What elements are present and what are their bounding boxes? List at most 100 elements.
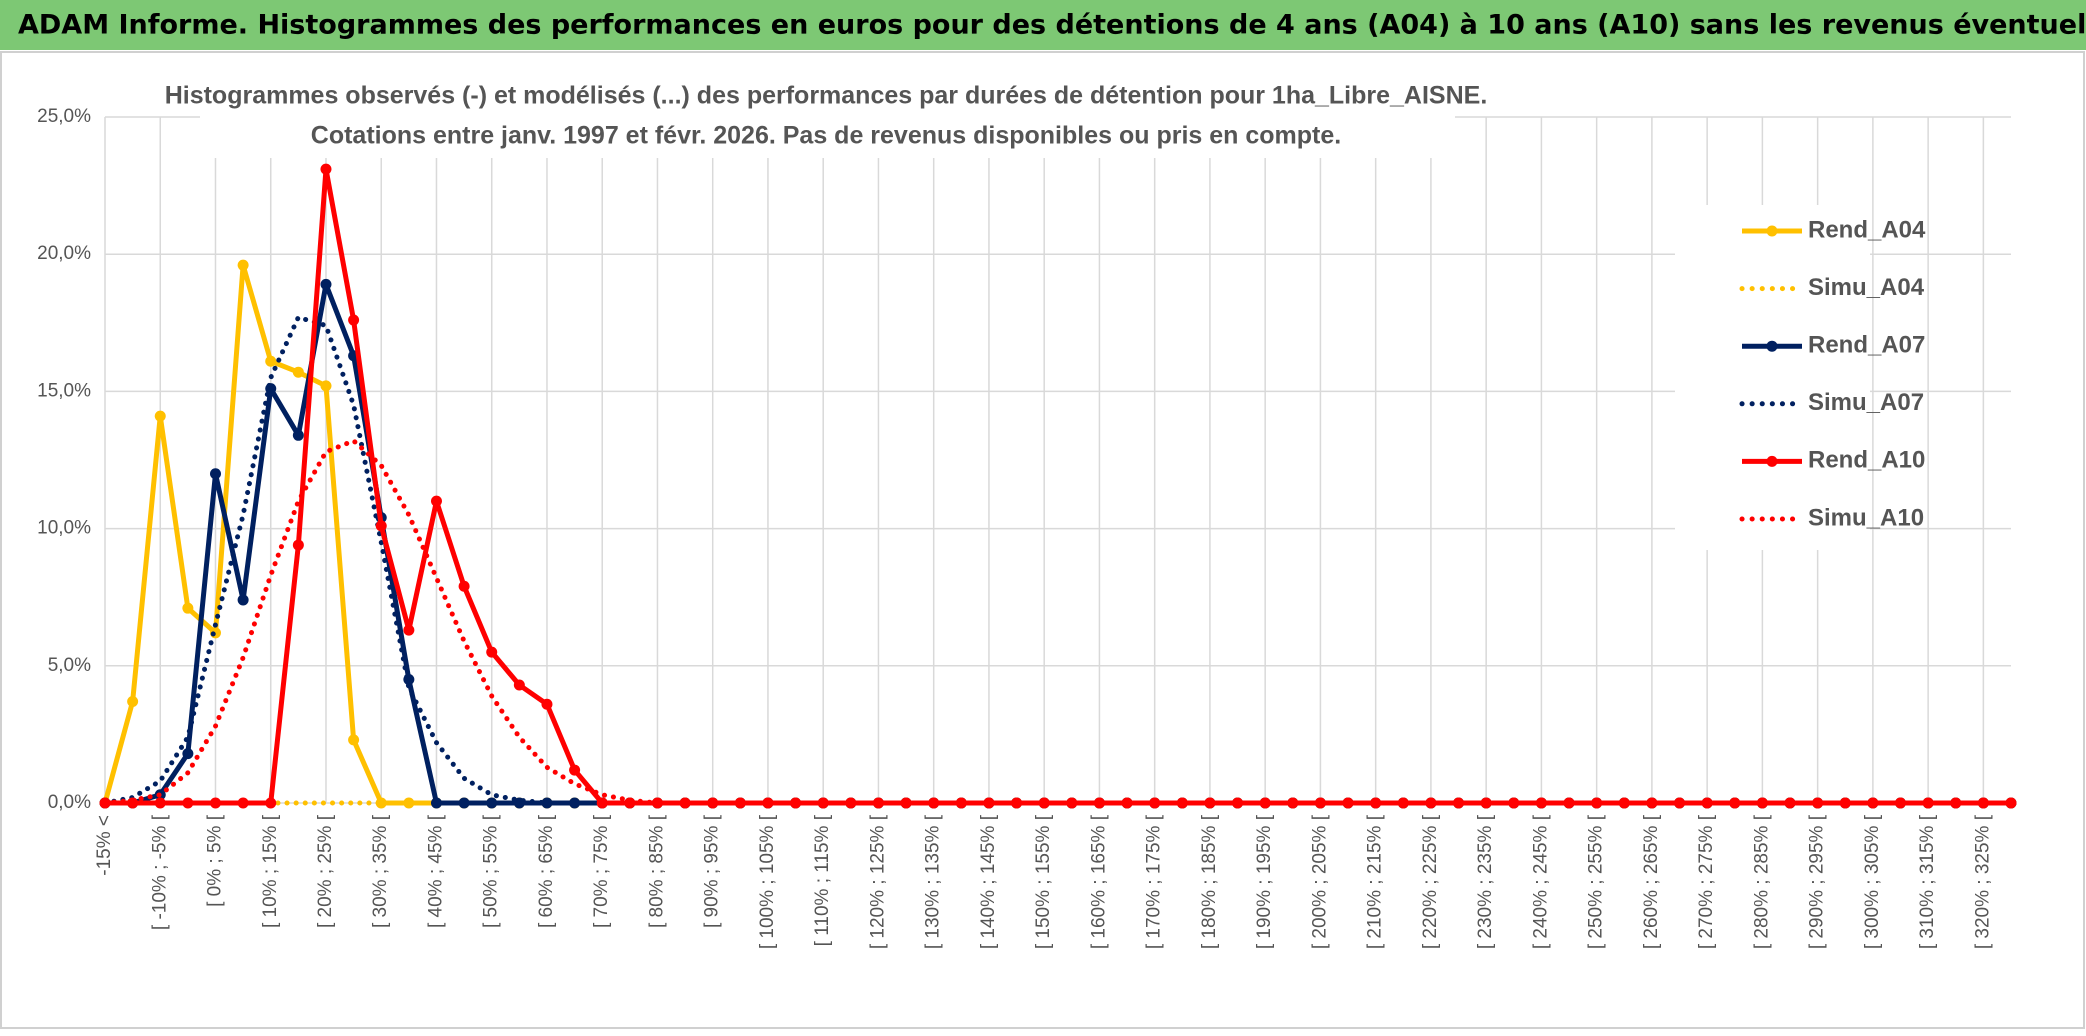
data-point xyxy=(2005,797,2017,809)
legend-marker xyxy=(1766,340,1778,352)
legend-label: Simu_A10 xyxy=(1808,504,1924,531)
data-point xyxy=(458,797,470,809)
x-tick-label: [ 280% ; 285% [ xyxy=(1751,814,1772,949)
data-point xyxy=(237,797,249,809)
data-point xyxy=(1895,797,1907,809)
legend-label: Rend_A07 xyxy=(1808,332,1925,359)
data-point xyxy=(1093,797,1105,809)
data-point xyxy=(1784,797,1796,809)
y-tick-label: 15,0% xyxy=(37,380,91,401)
data-point xyxy=(1839,797,1851,809)
data-point xyxy=(375,520,387,532)
x-tick-label: [ 20% ; 25% [ xyxy=(315,814,336,928)
data-point xyxy=(292,366,304,378)
data-point xyxy=(541,797,553,809)
x-tick-label: [ 250% ; 255% [ xyxy=(1586,814,1607,949)
data-point xyxy=(430,495,442,507)
data-point xyxy=(237,594,249,606)
data-point xyxy=(1950,797,1962,809)
data-point xyxy=(320,380,332,392)
x-tick-label: [ 230% ; 235% [ xyxy=(1475,814,1496,949)
data-point xyxy=(1149,797,1161,809)
data-point xyxy=(513,679,525,691)
data-point xyxy=(1011,797,1023,809)
data-point xyxy=(320,163,332,175)
data-point xyxy=(320,278,332,290)
frame xyxy=(0,51,2085,1029)
x-tick-label: [ 200% ; 205% [ xyxy=(1309,814,1330,949)
x-tick-label: [ 150% ; 155% [ xyxy=(1033,814,1054,949)
x-tick-label: [ 170% ; 175% [ xyxy=(1144,814,1165,949)
x-tick-label: [ 270% ; 275% [ xyxy=(1696,814,1717,949)
x-tick-label: [ 100% ; 105% [ xyxy=(757,814,778,949)
data-point xyxy=(154,410,166,422)
data-point xyxy=(983,797,995,809)
data-point xyxy=(127,695,139,707)
data-point xyxy=(1977,797,1989,809)
x-tick-label: [ 0% ; 5% [ xyxy=(205,814,226,907)
legend-label: Simu_A07 xyxy=(1808,389,1924,416)
legend-label: Rend_A10 xyxy=(1808,447,1925,474)
data-point xyxy=(1204,797,1216,809)
data-point xyxy=(430,797,442,809)
data-point xyxy=(292,539,304,551)
data-point xyxy=(182,797,194,809)
data-point xyxy=(596,797,608,809)
x-tick-label: [ 40% ; 45% [ xyxy=(425,814,446,928)
data-point xyxy=(209,797,221,809)
data-point xyxy=(955,797,967,809)
x-tick-label: [ 190% ; 195% [ xyxy=(1254,814,1275,949)
data-point xyxy=(1812,797,1824,809)
data-point xyxy=(1922,797,1934,809)
x-tick-label: [ 300% ; 305% [ xyxy=(1862,814,1883,949)
data-point xyxy=(1756,797,1768,809)
x-tick-label: [ 180% ; 185% [ xyxy=(1199,814,1220,949)
y-tick-label: 25,0% xyxy=(37,106,91,127)
legend-label: Simu_A04 xyxy=(1808,274,1925,301)
data-point xyxy=(348,314,360,326)
chart-subtitle: Cotations entre janv. 1997 et févr. 2026… xyxy=(311,122,1341,150)
data-point xyxy=(486,797,498,809)
data-point xyxy=(1867,797,1879,809)
data-point xyxy=(1232,797,1244,809)
data-point xyxy=(348,734,360,746)
chart-title: Histogrammes observés (-) et modélisés (… xyxy=(165,82,1488,110)
x-tick-label: [ 120% ; 125% [ xyxy=(867,814,888,949)
x-tick-label: [ 130% ; 135% [ xyxy=(923,814,944,949)
y-tick-label: 20,0% xyxy=(37,243,91,264)
x-tick-label: -15% < xyxy=(94,815,115,876)
data-point xyxy=(292,429,304,441)
x-tick-label: [ 60% ; 65% [ xyxy=(536,814,557,928)
y-tick-label: 5,0% xyxy=(48,655,91,676)
data-point xyxy=(486,646,498,658)
data-point xyxy=(182,748,194,760)
data-point xyxy=(154,797,166,809)
data-point xyxy=(569,764,581,776)
x-tick-label: [ 310% ; 315% [ xyxy=(1917,814,1938,949)
data-point xyxy=(237,259,249,271)
x-tick-label: [ 240% ; 245% [ xyxy=(1530,814,1551,949)
data-point xyxy=(375,797,387,809)
x-tick-label: [ 140% ; 145% [ xyxy=(978,814,999,949)
x-tick-label: [ 290% ; 295% [ xyxy=(1807,814,1828,949)
x-tick-label: [ 50% ; 55% [ xyxy=(481,814,502,928)
header-bar xyxy=(0,0,2086,50)
x-tick-label: [ 320% ; 325% [ xyxy=(1972,814,1993,949)
x-tick-label: [ 70% ; 75% [ xyxy=(591,814,612,928)
x-tick-label: [ 110% ; 115% [ xyxy=(812,814,833,946)
series-line xyxy=(102,438,2014,806)
x-tick-label: [ 220% ; 225% [ xyxy=(1420,814,1441,949)
y-tick-label: 0,0% xyxy=(48,792,91,813)
legend-marker xyxy=(1766,225,1778,237)
data-point xyxy=(541,698,553,710)
data-point xyxy=(265,797,277,809)
title-bg xyxy=(200,78,1455,158)
x-tick-label: [ 210% ; 215% [ xyxy=(1365,814,1386,949)
data-point xyxy=(209,468,221,480)
data-point xyxy=(1176,797,1188,809)
data-point xyxy=(182,602,194,614)
data-point xyxy=(1066,797,1078,809)
x-tick-label: [ -10% ; -5% [ xyxy=(149,814,170,930)
x-tick-label: [ 80% ; 85% [ xyxy=(646,814,667,928)
